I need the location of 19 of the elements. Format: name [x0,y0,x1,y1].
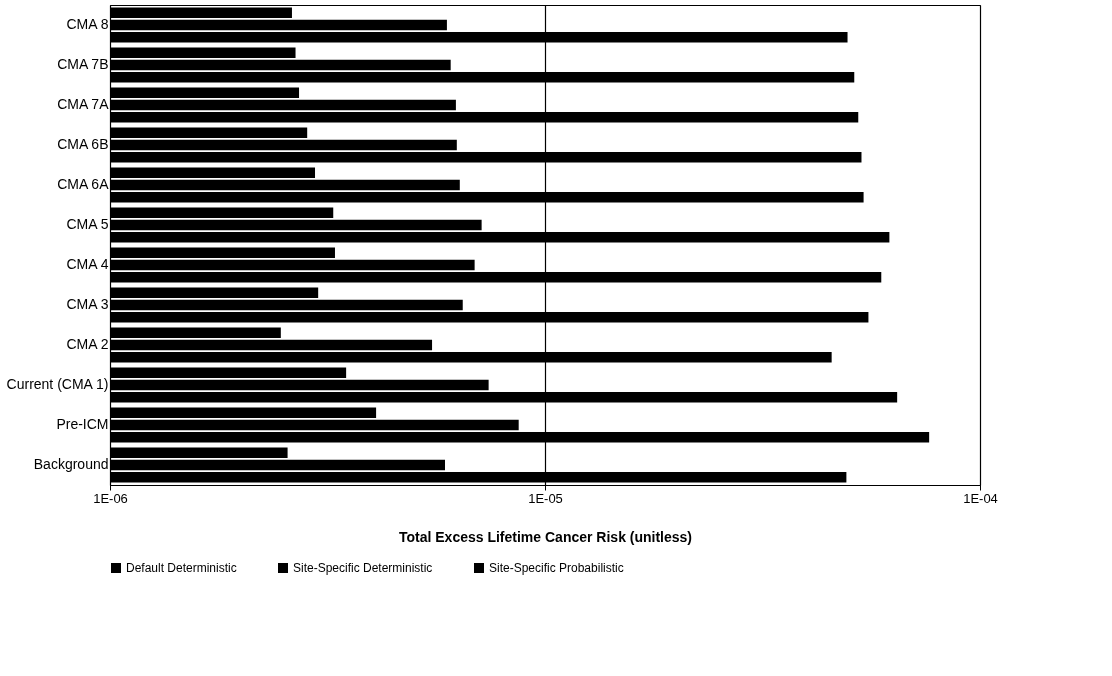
y-tick-label: Background [33,456,109,472]
x-axis-title: Total Excess Lifetime Cancer Risk (unitless) [398,528,693,545]
y-tick-label: Current (CMA 1) [6,376,109,392]
legend-label: Site-Specific Probabilistic [489,561,624,575]
x-tick-label: 1E-06 [93,490,128,506]
legend-label: Default Deterministic [126,561,237,575]
y-tick-label: CMA 5 [66,216,109,232]
y-tick-label: CMA 6B [57,136,109,152]
y-tick-label: CMA 6A [57,176,110,192]
y-tick-label: CMA 8 [66,16,109,32]
y-tick-label: CMA 7A [57,96,110,112]
y-tick-label: CMA 4 [66,256,109,272]
x-tick-label: 1E-05 [528,490,563,506]
x-tick-label: 1E-04 [963,490,998,506]
y-tick-label: CMA 3 [66,296,109,312]
y-tick-label: Pre-ICM [56,416,109,432]
legend-label: Site-Specific Deterministic [293,561,433,575]
y-tick-label: CMA 2 [66,336,109,352]
y-tick-label: CMA 7B [57,56,109,72]
